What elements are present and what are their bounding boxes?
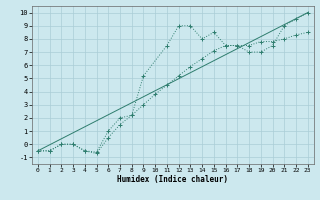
X-axis label: Humidex (Indice chaleur): Humidex (Indice chaleur) xyxy=(117,175,228,184)
